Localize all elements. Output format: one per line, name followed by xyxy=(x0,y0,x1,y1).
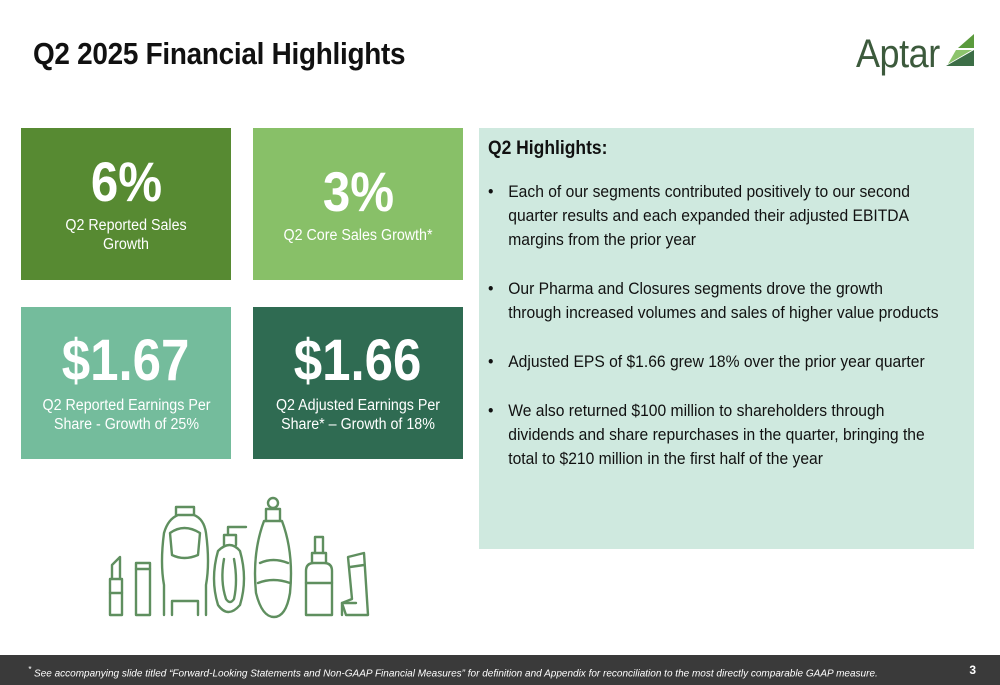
bullet: • xyxy=(488,352,494,371)
footnote-asterisk: * xyxy=(28,664,32,674)
tile-label: Q2 Reported Sales Growth xyxy=(65,217,187,253)
footer-bar: * See accompanying slide titled “Forward… xyxy=(0,655,1000,685)
footnote-text: See accompanying slide titled “Forward-L… xyxy=(31,668,878,680)
highlights-title: Q2 Highlights: xyxy=(488,138,608,159)
bullet: • xyxy=(488,279,494,298)
highlight-text: Adjusted EPS of $1.66 grew 18% over the … xyxy=(508,352,925,371)
squeeze-bottle-icon xyxy=(160,505,210,617)
tile-value: 3% xyxy=(322,159,394,223)
logo-text: Aptar xyxy=(856,32,940,76)
tile-reported-eps: $1.67 Q2 Reported Earnings Per Share - G… xyxy=(21,307,231,459)
page-number: 3 xyxy=(969,663,976,677)
highlight-text: Each of our segments contributed positiv… xyxy=(508,182,910,249)
highlight-item: • Each of our segments contributed posit… xyxy=(488,180,939,252)
nasal-spray-icon xyxy=(304,535,334,617)
packaging-illustration xyxy=(108,496,370,619)
highlights-panel: Q2 Highlights: • Each of our segments co… xyxy=(479,128,974,549)
tile-label: Q2 Reported Earnings Per Share - Growth … xyxy=(41,397,211,433)
aptar-logo: Aptar xyxy=(856,32,974,76)
tile-label: Q2 Core Sales Growth* xyxy=(283,226,433,244)
highlight-item: • Our Pharma and Closures segments drove… xyxy=(488,277,939,325)
inhaler-icon xyxy=(340,551,370,617)
tile-reported-sales-growth: 6% Q2 Reported Sales Growth xyxy=(21,128,231,280)
logo-mark-icon xyxy=(946,34,974,66)
spray-bottle-icon xyxy=(253,496,293,619)
highlight-text: We also returned $100 million to shareho… xyxy=(508,401,925,468)
tile-label: Q2 Adjusted Earnings Per Share* – Growth… xyxy=(275,397,441,433)
tile-value: 6% xyxy=(90,150,162,213)
highlight-text: Our Pharma and Closures segments drove t… xyxy=(508,279,939,322)
footnote: * See accompanying slide titled “Forward… xyxy=(28,664,878,679)
lipstick-icon xyxy=(108,555,124,617)
tile-value: $1.67 xyxy=(62,328,190,393)
highlight-item: • We also returned $100 million to share… xyxy=(488,399,939,471)
bullet: • xyxy=(488,182,494,201)
pump-bottle-icon xyxy=(212,525,248,614)
highlights-list: • Each of our segments contributed posit… xyxy=(488,180,964,471)
slide-title: Q2 2025 Financial Highlights xyxy=(33,36,406,71)
tile-core-sales-growth: 3% Q2 Core Sales Growth* xyxy=(253,128,463,280)
highlight-item: • Adjusted EPS of $1.66 grew 18% over th… xyxy=(488,350,939,374)
tile-adjusted-eps: $1.66 Q2 Adjusted Earnings Per Share* – … xyxy=(253,307,463,459)
tube-icon xyxy=(134,561,152,617)
tile-value: $1.66 xyxy=(294,328,422,393)
bullet: • xyxy=(488,401,494,420)
